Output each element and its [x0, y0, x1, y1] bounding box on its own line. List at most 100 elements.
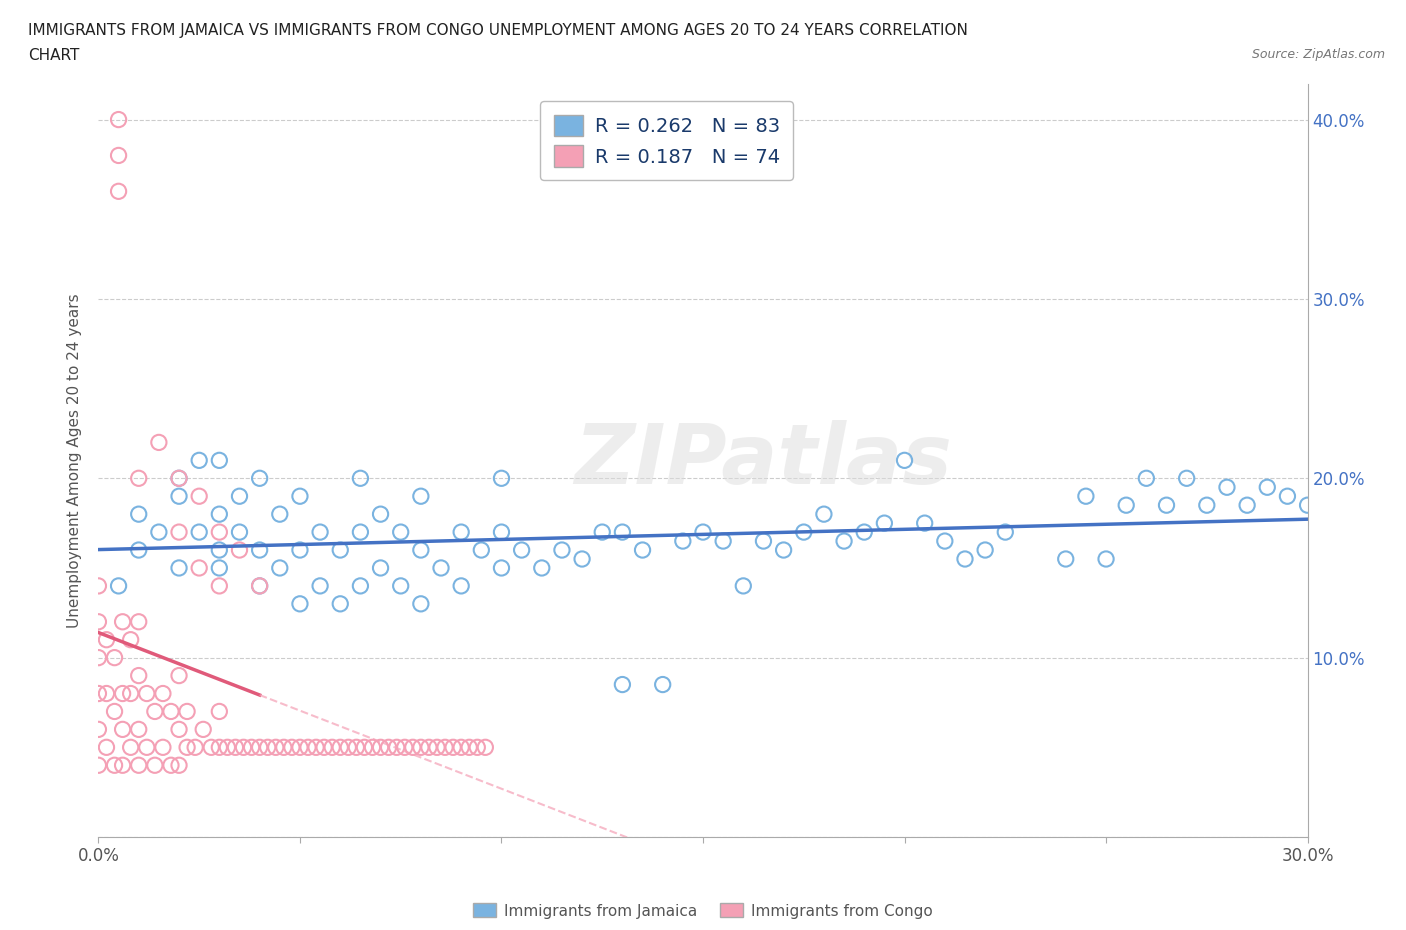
- Point: [873, 515, 896, 530]
- Point: [309, 578, 332, 593]
- Point: [87, 758, 110, 773]
- Point: [672, 534, 695, 549]
- Point: [224, 740, 246, 755]
- Point: [120, 686, 142, 701]
- Point: [893, 453, 915, 468]
- Point: [167, 758, 190, 773]
- Point: [288, 740, 311, 755]
- Point: [409, 596, 432, 611]
- Point: [193, 722, 215, 737]
- Point: [217, 740, 239, 755]
- Point: [458, 740, 481, 755]
- Point: [1115, 498, 1137, 512]
- Point: [111, 686, 134, 701]
- Point: [228, 489, 250, 504]
- Point: [96, 740, 118, 755]
- Point: [160, 704, 183, 719]
- Point: [491, 471, 513, 485]
- Point: [297, 740, 319, 755]
- Point: [184, 740, 207, 755]
- Point: [111, 722, 134, 737]
- Point: [167, 471, 190, 485]
- Point: [288, 542, 311, 557]
- Point: [612, 677, 634, 692]
- Point: [711, 534, 734, 549]
- Point: [160, 758, 183, 773]
- Point: [1054, 551, 1077, 566]
- Text: Source: ZipAtlas.com: Source: ZipAtlas.com: [1251, 48, 1385, 61]
- Point: [264, 740, 287, 755]
- Point: [103, 704, 125, 719]
- Point: [832, 534, 855, 549]
- Point: [1156, 498, 1178, 512]
- Point: [188, 561, 211, 576]
- Point: [228, 525, 250, 539]
- Point: [103, 650, 125, 665]
- Point: [402, 740, 425, 755]
- Point: [974, 542, 997, 557]
- Point: [208, 561, 231, 576]
- Point: [111, 615, 134, 630]
- Point: [128, 615, 150, 630]
- Point: [418, 740, 440, 755]
- Point: [208, 525, 231, 539]
- Point: [208, 542, 231, 557]
- Point: [87, 578, 110, 593]
- Point: [344, 740, 367, 755]
- Point: [143, 704, 166, 719]
- Point: [208, 740, 231, 755]
- Point: [128, 542, 150, 557]
- Point: [152, 686, 174, 701]
- Point: [1277, 489, 1299, 504]
- Text: CHART: CHART: [28, 48, 80, 63]
- Point: [143, 758, 166, 773]
- Point: [450, 525, 472, 539]
- Point: [1175, 471, 1198, 485]
- Point: [107, 184, 129, 199]
- Text: ZIPatlas: ZIPatlas: [575, 419, 952, 501]
- Point: [148, 435, 170, 450]
- Point: [474, 740, 496, 755]
- Point: [450, 740, 472, 755]
- Point: [349, 578, 371, 593]
- Point: [914, 515, 936, 530]
- Point: [96, 686, 118, 701]
- Point: [167, 561, 190, 576]
- Point: [281, 740, 304, 755]
- Point: [1216, 480, 1239, 495]
- Point: [361, 740, 384, 755]
- Point: [530, 561, 553, 576]
- Point: [96, 632, 118, 647]
- Point: [269, 561, 291, 576]
- Point: [208, 704, 231, 719]
- Point: [377, 740, 399, 755]
- Point: [329, 740, 352, 755]
- Point: [934, 534, 956, 549]
- Point: [510, 542, 533, 557]
- Point: [337, 740, 360, 755]
- Point: [188, 489, 211, 504]
- Point: [651, 677, 673, 692]
- Point: [314, 740, 336, 755]
- Point: [465, 740, 488, 755]
- Point: [249, 542, 271, 557]
- Point: [953, 551, 976, 566]
- Point: [441, 740, 464, 755]
- Point: [188, 525, 211, 539]
- Point: [249, 740, 271, 755]
- Point: [434, 740, 457, 755]
- Point: [426, 740, 449, 755]
- Point: [188, 453, 211, 468]
- Point: [288, 596, 311, 611]
- Point: [120, 632, 142, 647]
- Point: [240, 740, 263, 755]
- Point: [176, 740, 198, 755]
- Point: [692, 525, 714, 539]
- Point: [1296, 498, 1319, 512]
- Point: [107, 148, 129, 163]
- Point: [249, 578, 271, 593]
- Point: [128, 668, 150, 683]
- Point: [551, 542, 574, 557]
- Point: [389, 578, 412, 593]
- Point: [994, 525, 1017, 539]
